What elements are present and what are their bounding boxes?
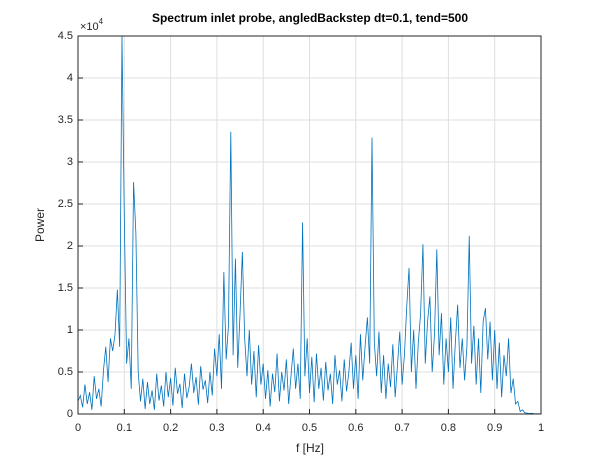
y-tick-label: 4 [67, 72, 73, 84]
x-tick-label: 0.2 [163, 422, 178, 434]
y-tick-label: 0.5 [58, 366, 73, 378]
y-exponent-base: ×10 [80, 21, 99, 33]
y-tick-label: 1.5 [58, 282, 73, 294]
data-line [77, 35, 542, 415]
x-tick-label: 0.3 [209, 422, 224, 434]
x-tick-label: 0.5 [302, 422, 317, 434]
x-axis-label: f [Hz] [296, 441, 324, 455]
y-tick-label: 3.5 [58, 114, 73, 126]
y-tick-label: 2 [67, 240, 73, 252]
x-tick-label: 0.9 [487, 422, 502, 434]
x-tick-label: 0.1 [117, 422, 132, 434]
x-tick-label: 0.8 [441, 422, 456, 434]
y-exponent-power: 4 [99, 17, 104, 26]
x-tick-label: 1 [538, 422, 544, 434]
y-tick-label: 1 [67, 324, 73, 336]
y-tick-label: 4.5 [58, 30, 73, 42]
y-exponent: ×104 [80, 17, 104, 33]
x-tick-label: 0 [75, 422, 81, 434]
x-tick-label: 0.6 [348, 422, 363, 434]
x-tick-label: 0.4 [256, 422, 271, 434]
chart-title: Spectrum inlet probe, angledBackstep dt=… [152, 11, 468, 25]
axes-box [77, 35, 542, 415]
y-tick-label: 3 [67, 156, 73, 168]
y-tick-label: 2.5 [58, 198, 73, 210]
y-tick-label: 0 [67, 408, 73, 420]
x-tick-label: 0.7 [394, 422, 409, 434]
y-axis-label: Power [33, 208, 47, 242]
